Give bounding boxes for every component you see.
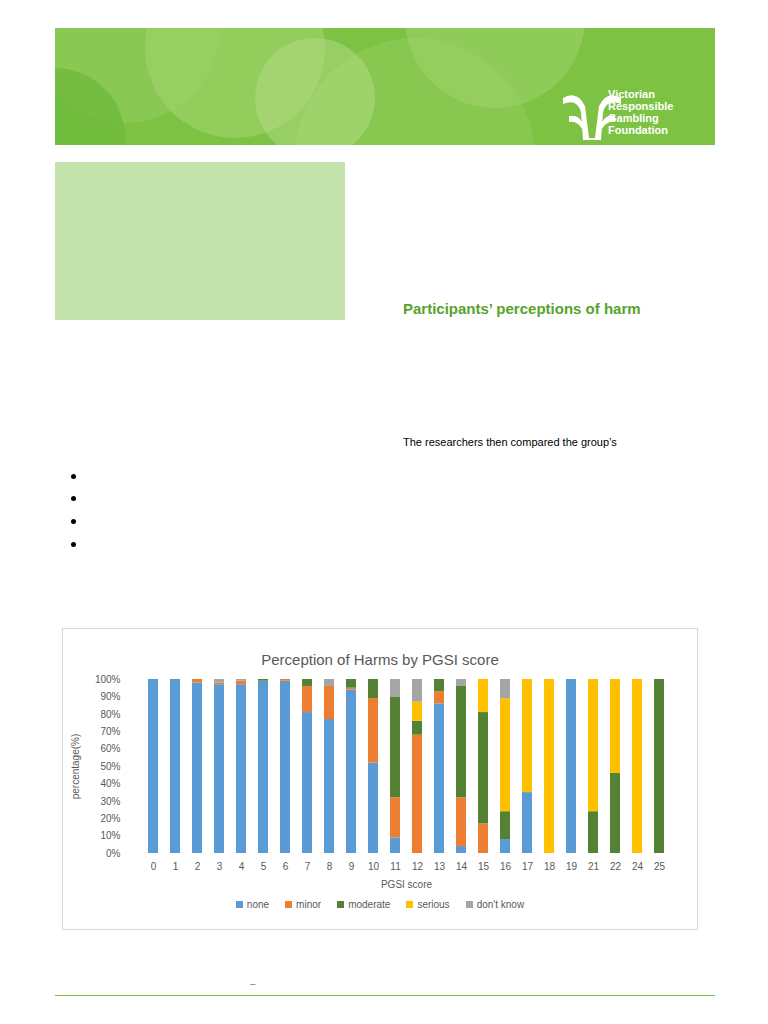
svg-text:14: 14 xyxy=(456,861,468,872)
svg-text:40%: 40% xyxy=(100,778,120,789)
svg-text:17: 17 xyxy=(522,861,534,872)
svg-text:25: 25 xyxy=(654,861,666,872)
svg-text:100%: 100% xyxy=(95,674,121,685)
html-text:The researchers then compared: The researchers then compared the group’… xyxy=(403,436,617,448)
html-text:Gambling: Gambling xyxy=(608,112,659,124)
svg-text:11: 11 xyxy=(390,861,401,872)
svg-text:16: 16 xyxy=(500,861,512,872)
svg-text:12: 12 xyxy=(412,861,424,872)
svg-text:22: 22 xyxy=(610,861,622,872)
svg-text:2: 2 xyxy=(195,861,201,872)
svg-text:3: 3 xyxy=(217,861,223,872)
html-text:moderate: moderate xyxy=(348,899,391,910)
html-text:Perception of Harms by PGSI sc: Perception of Harms by PGSI score xyxy=(261,651,499,668)
svg-text:10%: 10% xyxy=(100,830,120,841)
svg-text:70%: 70% xyxy=(100,726,120,737)
html-text:serious: serious xyxy=(417,899,450,910)
svg-text:8: 8 xyxy=(327,861,333,872)
svg-text:21: 21 xyxy=(588,861,600,872)
svg-text:18: 18 xyxy=(544,861,556,872)
svg-text:30%: 30% xyxy=(100,796,120,807)
html-text:Participants’ perceptions of h: Participants’ perceptions of harm xyxy=(403,300,641,317)
svg-text:19: 19 xyxy=(566,861,578,872)
svg-text:PGSI score: PGSI score xyxy=(381,879,433,890)
html-text:Victorian: Victorian xyxy=(608,88,655,100)
svg-text:0%: 0% xyxy=(106,848,121,859)
svg-text:90%: 90% xyxy=(100,691,120,702)
svg-text:24: 24 xyxy=(632,861,644,872)
svg-text:1: 1 xyxy=(173,861,179,872)
html-text:Responsible: Responsible xyxy=(608,100,674,112)
svg-text:5: 5 xyxy=(261,861,267,872)
svg-text:15: 15 xyxy=(478,861,490,872)
svg-text:0: 0 xyxy=(151,861,157,872)
svg-text:50%: 50% xyxy=(100,761,120,772)
svg-text:13: 13 xyxy=(434,861,446,872)
svg-text:60%: 60% xyxy=(100,743,120,754)
html-text:minor: minor xyxy=(296,899,322,910)
svg-text:4: 4 xyxy=(239,861,245,872)
svg-text:20%: 20% xyxy=(100,813,120,824)
svg-text:7: 7 xyxy=(305,861,311,872)
html-text:none: none xyxy=(246,899,270,910)
svg-text:percentage(%): percentage(%) xyxy=(70,734,81,800)
svg-text:10: 10 xyxy=(368,861,380,872)
html-text:don't know: don't know xyxy=(476,899,525,910)
svg-text:9: 9 xyxy=(349,861,355,872)
html-text:Foundation: Foundation xyxy=(608,124,668,136)
svg-text:80%: 80% xyxy=(100,709,120,720)
svg-text:6: 6 xyxy=(283,861,289,872)
